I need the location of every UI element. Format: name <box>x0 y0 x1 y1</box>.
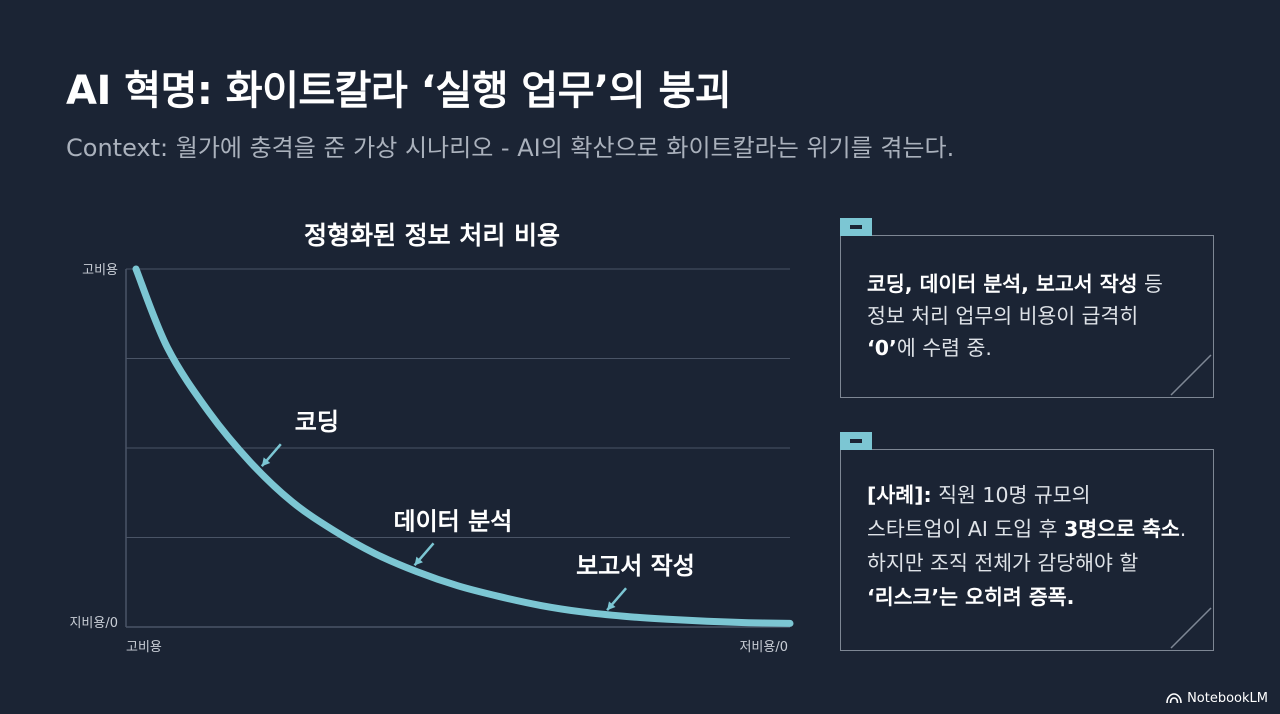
annotation-arrowhead <box>414 556 423 566</box>
annotation-label: 보고서 작성 <box>576 552 695 580</box>
annotation-label: 코딩 <box>295 408 339 436</box>
card-text: . <box>1179 517 1187 541</box>
card-line: 스타트업이 AI 도입 후 3명으로 축소. <box>867 512 1193 546</box>
annotation-arrowhead <box>607 601 616 611</box>
page-fold-icon <box>1170 607 1212 649</box>
card-tab-icon <box>840 218 872 236</box>
page-fold-icon <box>1170 354 1212 396</box>
card-line: 코딩, 데이터 분석, 보고서 작성 등 <box>867 268 1193 300</box>
cost-curve-line <box>132 265 794 627</box>
brand-logo: NotebookLM <box>1166 691 1268 706</box>
card-line: ‘0’에 수렴 중. <box>867 332 1193 364</box>
card-text: 등 <box>1137 272 1163 296</box>
notebooklm-icon <box>1166 693 1182 704</box>
card-text: 정보 처리 업무의 비용이 급격히 <box>867 304 1139 328</box>
brand-label: NotebookLM <box>1187 691 1268 706</box>
card-text: 에 수렴 중. <box>896 336 992 360</box>
card-body: [사례]: 직원 10명 규모의 스타트업이 AI 도입 후 3명으로 축소. 하지… <box>867 478 1193 614</box>
card-text-bold: [사례]: <box>867 483 932 507</box>
x-tick-label: 고비용 <box>126 640 162 655</box>
card-text: 하지만 조직 전체가 감당해야 할 <box>867 551 1139 575</box>
card-text: 직원 10명 규모의 <box>931 483 1091 507</box>
annotation-label: 데이터 분석 <box>394 507 513 535</box>
info-card-case: [사례]: 직원 10명 규모의 스타트업이 AI 도입 후 3명으로 축소. 하지… <box>840 432 1214 651</box>
card-line: ‘리스크’는 오히려 증폭. <box>867 580 1193 614</box>
card-line: [사례]: 직원 10명 규모의 <box>867 478 1193 512</box>
x-tick-label: 저비용/0 <box>739 640 788 655</box>
y-tick-label: 지비용/0 <box>69 616 118 631</box>
card-text-bold: 코딩, 데이터 분석, 보고서 작성 <box>867 272 1138 296</box>
card-text-bold: 3명으로 축소 <box>1064 517 1180 541</box>
card-text: 스타트업이 AI 도입 후 <box>867 517 1065 541</box>
card-line: 하지만 조직 전체가 감당해야 할 <box>867 546 1193 580</box>
annotation-arrowhead <box>261 457 271 467</box>
y-tick-label: 고비용 <box>82 263 118 278</box>
page-title: AI 혁명: 화이트칼라 ‘실행 업무’의 붕괴 <box>66 68 732 114</box>
page-subtitle: Context: 월가에 충격을 준 가상 시나리오 - AI의 확산으로 화이… <box>66 134 955 162</box>
card-text-bold: ‘리스크’는 오히려 증폭. <box>867 585 1075 609</box>
card-text-bold: ‘0’ <box>867 336 897 360</box>
card-line: 정보 처리 업무의 비용이 급격히 <box>867 300 1193 332</box>
card-tab-icon <box>840 432 872 450</box>
chart-title: 정형화된 정보 처리 비용 <box>304 221 560 250</box>
